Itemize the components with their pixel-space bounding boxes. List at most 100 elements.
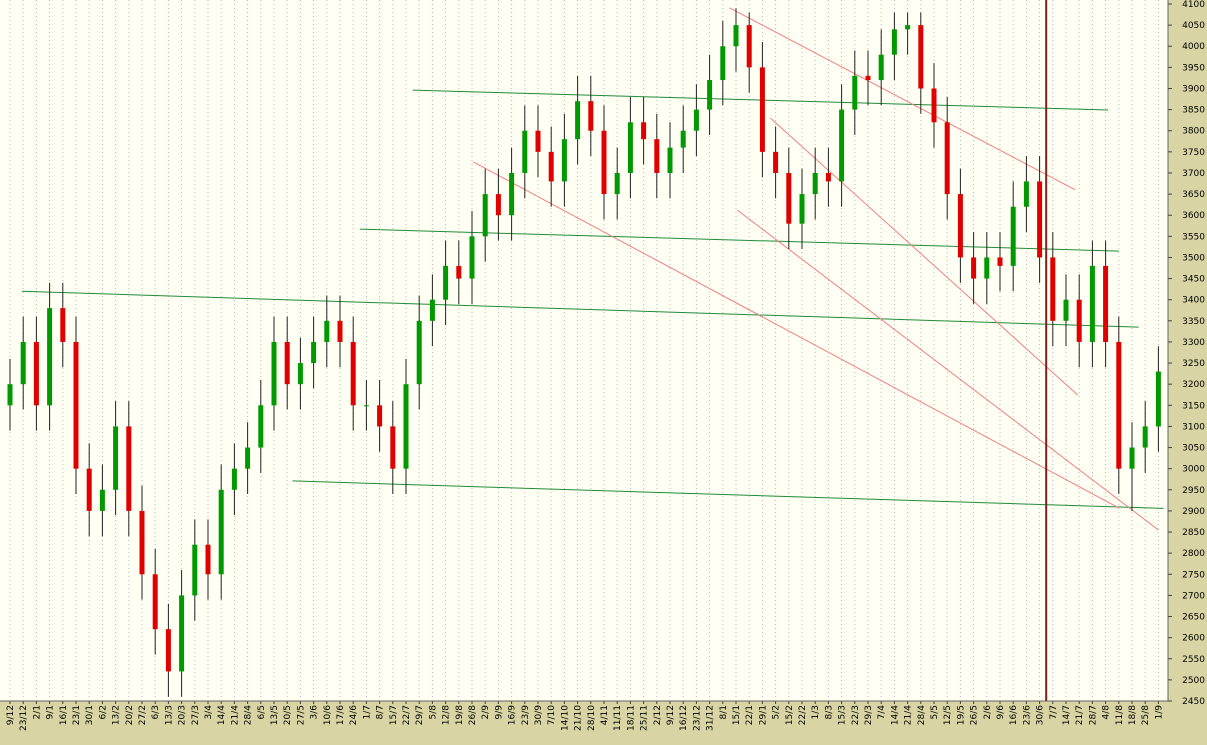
x-tick-label: 25/8 — [1141, 705, 1151, 725]
x-tick-label: 21/7 — [1075, 705, 1085, 725]
candle-body — [456, 265, 462, 279]
candle-body — [1103, 265, 1109, 342]
candle-body — [548, 151, 554, 182]
y-tick-label: 3900 — [1182, 84, 1205, 94]
x-tick-label: 2/6 — [983, 705, 993, 720]
candle-body — [192, 544, 198, 596]
candle-body — [271, 341, 277, 406]
candle-body — [733, 25, 739, 47]
candle-body — [390, 426, 396, 469]
x-tick-label: 10/6 — [323, 705, 333, 725]
x-tick-label: 11/8 — [1115, 705, 1125, 725]
candle-body — [47, 308, 53, 406]
candle-body — [575, 101, 581, 140]
x-tick-label: 9/6 — [996, 705, 1006, 720]
y-tick-label: 3550 — [1182, 232, 1205, 242]
x-tick-label: 9/9 — [494, 705, 504, 720]
x-tick-label: 5/2 — [772, 705, 782, 719]
y-tick-label: 3800 — [1182, 127, 1205, 137]
x-tick-label: 1/7 — [362, 705, 372, 719]
candle-body — [60, 308, 66, 342]
y-tick-label: 3050 — [1182, 444, 1205, 454]
candle-body — [865, 75, 871, 81]
candle-body — [311, 341, 317, 364]
candle-body — [1063, 299, 1069, 321]
trendline — [473, 161, 1120, 509]
y-tick-label: 3400 — [1182, 296, 1205, 306]
candle-body — [165, 629, 171, 672]
x-tick-label: 27/5 — [296, 705, 306, 725]
x-tick-label: 2/9 — [481, 705, 491, 720]
x-tick-label: 6/5 — [257, 705, 267, 719]
x-tick-label: 11/11 — [613, 705, 623, 731]
x-tick-label: 22/3 — [851, 705, 861, 725]
candle-body — [179, 595, 185, 672]
candle-body — [113, 426, 119, 490]
trendline — [769, 117, 1079, 396]
candle-body — [707, 80, 713, 110]
candle-body — [812, 172, 818, 195]
y-tick-label: 2950 — [1182, 486, 1205, 496]
x-tick-label: 24/6 — [349, 705, 359, 725]
candle-body — [245, 447, 251, 469]
candle-body — [403, 384, 409, 469]
x-tick-label: 27/3 — [191, 705, 201, 725]
trendline — [21, 290, 1139, 328]
x-tick-label: 30/6 — [1036, 705, 1046, 725]
y-tick-label: 3950 — [1182, 63, 1205, 73]
x-tick-label: 28/10 — [587, 705, 597, 731]
y-tick-label: 3350 — [1182, 317, 1205, 327]
candle-body — [258, 405, 264, 448]
candle-body — [667, 147, 673, 173]
candle-body — [891, 29, 897, 55]
x-tick-label: 16/1 — [59, 705, 69, 725]
y-tick-label: 2700 — [1182, 591, 1205, 601]
x-tick-label: 14/4 — [890, 705, 900, 725]
candle-body — [786, 172, 792, 224]
candle-body — [231, 468, 237, 490]
y-tick-label: 2800 — [1182, 549, 1205, 559]
candle-body — [324, 320, 330, 342]
x-tick-label: 28/4 — [917, 705, 927, 725]
x-tick-label: 1/9 — [1154, 705, 1164, 720]
candle-body — [218, 489, 224, 575]
candle-body — [7, 384, 13, 406]
candle-body — [482, 194, 488, 237]
candle-body — [363, 405, 369, 407]
x-tick-label: 29/7 — [415, 705, 425, 725]
x-tick-label: 23/12 — [19, 705, 29, 731]
x-tick-label: 8/3 — [824, 705, 834, 719]
x-tick-label: 22/7 — [402, 705, 412, 725]
x-tick-label: 27/2 — [138, 705, 148, 725]
x-tick-label: 31/12 — [706, 705, 716, 731]
candle-body — [839, 109, 845, 182]
y-tick-label: 4000 — [1182, 42, 1205, 52]
x-tick-label: 13/2 — [112, 705, 122, 725]
candle-body — [99, 489, 105, 511]
x-tick-label: 23/9 — [521, 705, 531, 725]
y-tick-label: 2850 — [1182, 528, 1205, 538]
x-tick-label: 28/7 — [1088, 705, 1098, 725]
candle-body — [1089, 265, 1095, 342]
x-tick-label: 9/12 — [666, 705, 676, 725]
candle-body — [1023, 181, 1029, 207]
x-tick-label: 19/8 — [455, 705, 465, 725]
candle-body — [720, 46, 726, 81]
candle-body — [535, 130, 541, 152]
x-tick-label: 20/3 — [178, 705, 188, 725]
x-tick-label: 26/5 — [970, 705, 980, 725]
x-tick-label: 21/4 — [904, 705, 914, 725]
x-tick-label: 15/2 — [785, 705, 795, 725]
candle-body — [746, 25, 752, 68]
x-tick-label: 23/6 — [1022, 705, 1032, 725]
x-tick-label: 14/10 — [560, 705, 570, 731]
candle-body — [429, 299, 435, 321]
y-tick-label: 3450 — [1182, 275, 1205, 285]
x-tick-label: 9/12 — [6, 705, 16, 725]
candle-body — [73, 341, 79, 469]
candle-body — [152, 574, 158, 630]
x-tick-label: 15/7 — [389, 705, 399, 725]
candle-body — [773, 151, 779, 173]
candle-body — [825, 172, 831, 182]
